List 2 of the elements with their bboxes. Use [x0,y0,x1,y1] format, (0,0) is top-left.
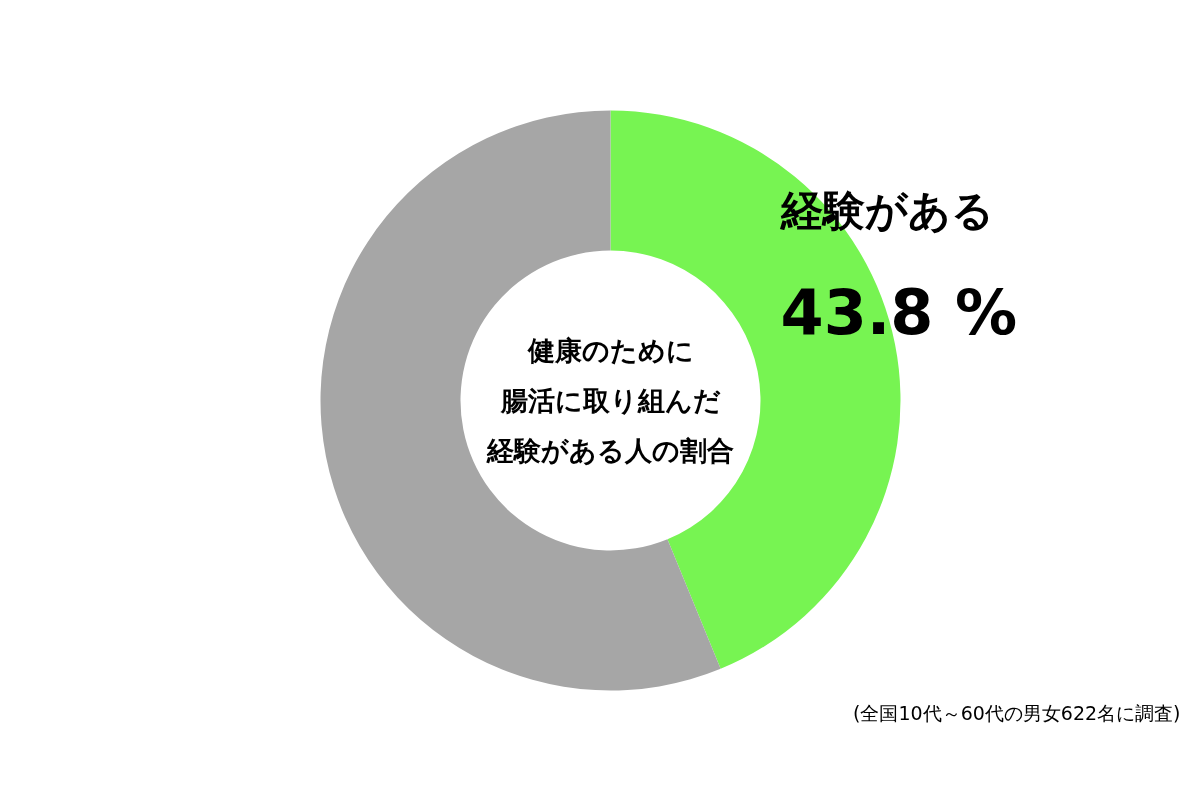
text: 健康のために腸活に取り組んだ経験がある人の割合 [486,335,734,466]
text: (全国10代～60代の男女622名に調査) [853,701,1181,724]
